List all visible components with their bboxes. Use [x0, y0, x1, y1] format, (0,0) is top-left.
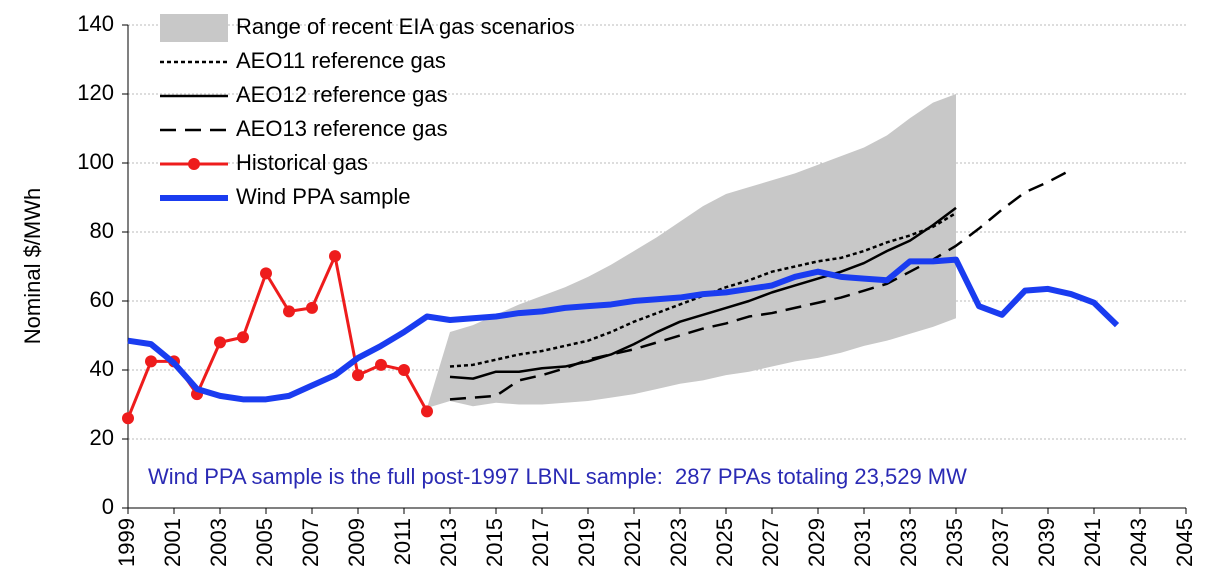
y-tick-label: 80 — [90, 218, 114, 243]
marker — [145, 355, 157, 368]
x-tick-label: 2007 — [298, 518, 323, 567]
legend-label: Wind PPA sample — [236, 184, 410, 209]
y-tick-label: 100 — [77, 149, 114, 174]
y-tick-label: 40 — [90, 356, 114, 381]
x-tick-label: 2045 — [1172, 518, 1197, 567]
x-tick-label: 2009 — [344, 518, 369, 567]
y-tick-label: 20 — [90, 425, 114, 450]
x-tick-label: 2029 — [804, 518, 829, 567]
legend-swatch — [160, 14, 228, 42]
marker — [306, 301, 318, 314]
legend-label: Range of recent EIA gas scenarios — [236, 14, 575, 39]
x-tick-label: 2043 — [1126, 518, 1151, 567]
marker — [260, 267, 272, 280]
range-area — [427, 94, 956, 408]
marker — [283, 305, 295, 318]
x-tick-label: 2019 — [574, 518, 599, 567]
x-tick-label: 2037 — [988, 518, 1013, 567]
x-tick-label: 2001 — [160, 518, 185, 567]
legend-label: AEO11 reference gas — [236, 48, 446, 73]
y-tick-label: 120 — [77, 80, 114, 105]
marker — [398, 364, 410, 376]
x-tick-label: 2023 — [666, 518, 691, 567]
series-line — [449, 168, 1072, 401]
legend-marker — [188, 158, 200, 170]
series-line — [449, 206, 957, 380]
x-tick-label: 2035 — [942, 518, 967, 567]
annotation: Wind PPA sample is the full post-1997 LB… — [148, 464, 967, 489]
x-tick-label: 2017 — [528, 518, 553, 567]
x-tick-label: 2039 — [1034, 518, 1059, 567]
x-tick-label: 1999 — [114, 518, 139, 567]
x-tick-label: 2027 — [758, 518, 783, 567]
x-tick-label: 2015 — [482, 518, 507, 567]
x-tick-label: 2031 — [850, 518, 875, 567]
y-tick-label: 60 — [90, 287, 114, 312]
x-tick-label: 2011 — [390, 518, 415, 565]
y-tick-label: 140 — [77, 11, 114, 36]
y-axis-label: Nominal $/MWh — [20, 188, 45, 344]
marker — [329, 250, 341, 263]
marker — [375, 358, 387, 371]
x-tick-label: 2033 — [896, 518, 921, 567]
legend-label: AEO12 reference gas — [236, 82, 448, 107]
series-line — [126, 254, 429, 419]
x-tick-label: 2025 — [712, 518, 737, 567]
marker — [122, 412, 134, 425]
marker — [421, 405, 433, 418]
x-tick-label: 2013 — [436, 518, 461, 567]
series-line — [449, 211, 957, 368]
marker — [237, 331, 249, 344]
legend-label: AEO13 reference gas — [236, 116, 448, 141]
x-tick-label: 2021 — [620, 518, 645, 567]
marker — [214, 336, 226, 349]
series-line — [127, 256, 1120, 403]
marker — [352, 369, 364, 382]
legend-label: Historical gas — [236, 150, 368, 175]
x-tick-label: 2041 — [1080, 518, 1105, 567]
y-tick-label: 0 — [102, 494, 114, 519]
x-tick-label: 2003 — [206, 518, 231, 567]
x-tick-label: 2005 — [252, 518, 277, 567]
